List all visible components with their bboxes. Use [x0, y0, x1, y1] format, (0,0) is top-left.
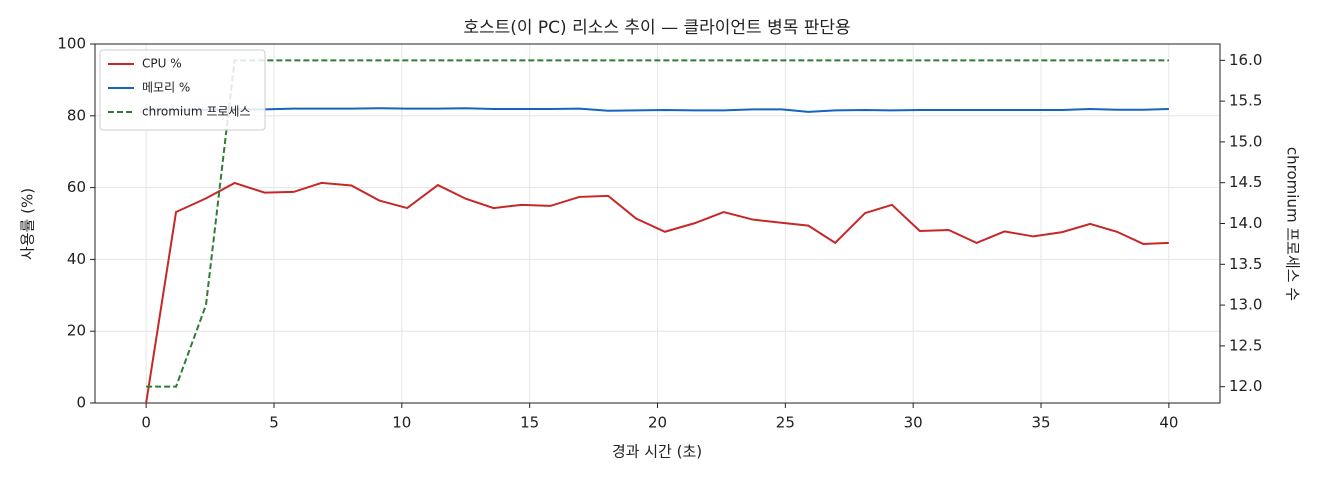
y2-tick-label: 13.5 — [1229, 255, 1262, 273]
legend-label: CPU % — [142, 57, 182, 71]
y-tick-label: 0 — [76, 394, 86, 412]
y2-tick-label: 14.5 — [1229, 173, 1262, 191]
plot-frame — [94, 43, 1221, 404]
x-tick-label: 10 — [392, 414, 411, 432]
y2-tick-label: 13.0 — [1229, 296, 1262, 314]
y2-tick-label: 12.5 — [1229, 336, 1262, 354]
x-tick-label: 15 — [520, 414, 539, 432]
x-tick-label: 35 — [1031, 414, 1050, 432]
x-tick-label: 40 — [1159, 414, 1178, 432]
y-tick-label: 40 — [67, 250, 86, 268]
series-line — [146, 59, 1169, 388]
legend-box — [99, 49, 266, 131]
y-tick-label: 80 — [67, 106, 86, 124]
y-tick-label: 100 — [57, 35, 86, 53]
y2-tick-label: 14.0 — [1229, 214, 1262, 232]
legend-label: chromium 프로세스 — [142, 105, 251, 119]
x-tick-label: 20 — [648, 414, 667, 432]
x-axis-label: 경과 시간 (초) — [612, 443, 702, 461]
y-axis-label: 사용률 (%) — [19, 188, 37, 260]
y2-tick-label: 12.0 — [1229, 377, 1262, 395]
y2-tick-label: 16.0 — [1229, 51, 1262, 69]
y2-tick-label: 15.0 — [1229, 132, 1262, 150]
y-tick-label: 20 — [67, 322, 86, 340]
y2-axis-label: chromium 프로세스 수 — [1284, 147, 1302, 301]
y2-tick-label: 15.5 — [1229, 92, 1262, 110]
legend-label: 메모리 % — [142, 81, 190, 95]
chart-title: 호스트(이 PC) 리소스 추이 — 클라이언트 병목 판단용 — [463, 18, 850, 38]
y-tick-label: 60 — [67, 178, 86, 196]
x-tick-label: 25 — [776, 414, 795, 432]
series-line — [145, 181, 1169, 404]
x-tick-label: 0 — [141, 414, 151, 432]
x-tick-label: 5 — [269, 414, 279, 432]
series-line — [146, 107, 1169, 113]
x-tick-label: 30 — [904, 414, 923, 432]
